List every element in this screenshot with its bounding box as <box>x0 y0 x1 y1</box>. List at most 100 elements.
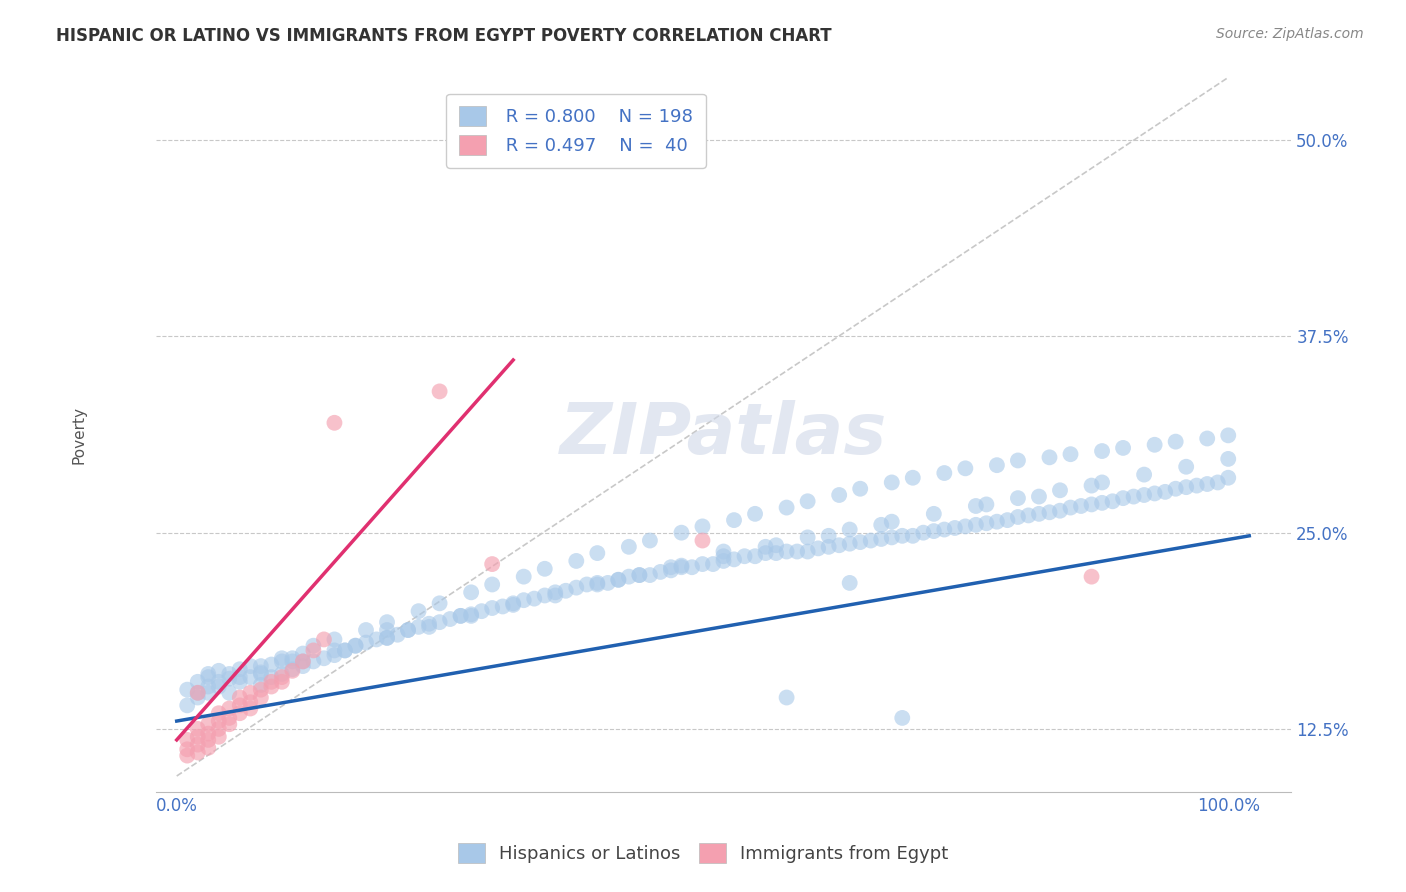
Point <box>208 674 231 689</box>
Point <box>565 554 588 568</box>
Point <box>997 513 1019 527</box>
Point <box>302 654 325 668</box>
Point <box>312 651 335 665</box>
Point <box>418 616 440 631</box>
Point <box>176 732 198 747</box>
Text: ZIPatlas: ZIPatlas <box>560 401 887 469</box>
Point <box>617 540 640 554</box>
Point <box>523 591 546 606</box>
Legend:  R = 0.800    N = 198,  R = 0.497    N =  40: R = 0.800 N = 198, R = 0.497 N = 40 <box>446 94 706 168</box>
Point <box>197 670 219 684</box>
Point <box>723 513 745 527</box>
Point <box>659 563 682 577</box>
Point <box>1049 483 1071 498</box>
Point <box>229 706 252 721</box>
Point <box>565 581 588 595</box>
Point <box>281 662 304 676</box>
Point <box>418 620 440 634</box>
Point <box>934 523 956 537</box>
Point <box>692 519 714 533</box>
Point <box>187 738 209 752</box>
Point <box>533 562 555 576</box>
Point <box>270 670 292 684</box>
Point <box>838 536 860 550</box>
Point <box>197 667 219 681</box>
Point <box>208 664 231 678</box>
Point <box>250 678 273 692</box>
Point <box>492 599 515 614</box>
Point <box>1112 441 1135 455</box>
Point <box>344 639 367 653</box>
Point <box>901 471 924 485</box>
Point <box>1164 434 1187 449</box>
Point <box>1038 450 1060 465</box>
Point <box>429 384 451 399</box>
Point <box>765 538 787 552</box>
Point <box>229 690 252 705</box>
Point <box>208 680 231 694</box>
Point <box>713 554 735 568</box>
Point <box>239 701 262 715</box>
Point <box>533 589 555 603</box>
Point <box>849 482 872 496</box>
Point <box>880 530 903 544</box>
Point <box>880 515 903 529</box>
Point <box>838 575 860 590</box>
Point <box>187 686 209 700</box>
Point <box>260 657 283 672</box>
Point <box>471 604 494 618</box>
Point <box>270 654 292 668</box>
Point <box>281 664 304 678</box>
Text: HISPANIC OR LATINO VS IMMIGRANTS FROM EGYPT POVERTY CORRELATION CHART: HISPANIC OR LATINO VS IMMIGRANTS FROM EG… <box>56 27 832 45</box>
Point <box>187 674 209 689</box>
Point <box>976 516 998 531</box>
Point <box>502 596 524 610</box>
Point <box>250 659 273 673</box>
Point <box>955 461 977 475</box>
Point <box>197 726 219 740</box>
Point <box>828 488 851 502</box>
Point <box>176 742 198 756</box>
Point <box>965 517 987 532</box>
Point <box>312 632 335 647</box>
Point <box>354 635 377 649</box>
Point <box>1028 490 1050 504</box>
Point <box>650 565 672 579</box>
Point <box>333 643 356 657</box>
Point <box>176 682 198 697</box>
Point <box>986 458 1008 473</box>
Legend: Hispanics or Latinos, Immigrants from Egypt: Hispanics or Latinos, Immigrants from Eg… <box>447 832 959 874</box>
Point <box>796 544 818 558</box>
Point <box>187 690 209 705</box>
Point <box>586 575 609 590</box>
Point <box>702 557 724 571</box>
Point <box>250 665 273 680</box>
Point <box>807 541 830 556</box>
Point <box>270 674 292 689</box>
Point <box>828 538 851 552</box>
Point <box>870 517 893 532</box>
Point <box>692 533 714 548</box>
Point <box>1206 475 1229 490</box>
Point <box>375 615 398 629</box>
Point <box>512 593 534 607</box>
Point <box>218 717 240 731</box>
Point <box>586 546 609 560</box>
Point <box>934 466 956 480</box>
Point <box>344 639 367 653</box>
Point <box>912 525 935 540</box>
Point <box>429 615 451 629</box>
Point <box>450 608 472 623</box>
Point <box>375 623 398 637</box>
Point <box>229 662 252 676</box>
Point <box>1112 491 1135 505</box>
Point <box>817 540 839 554</box>
Point <box>197 740 219 755</box>
Point <box>375 631 398 645</box>
Point <box>1059 500 1081 515</box>
Point <box>901 529 924 543</box>
Point <box>544 585 567 599</box>
Point <box>1007 510 1029 524</box>
Point <box>229 670 252 684</box>
Point <box>628 568 651 582</box>
